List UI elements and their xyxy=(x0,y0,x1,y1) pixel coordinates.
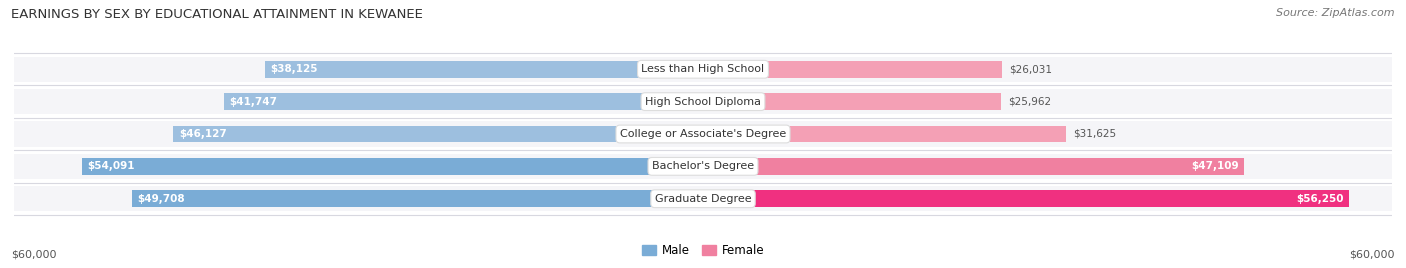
Text: $56,250: $56,250 xyxy=(1296,194,1343,204)
Bar xyxy=(173,126,703,142)
Text: $60,000: $60,000 xyxy=(11,250,56,260)
Text: $26,031: $26,031 xyxy=(1008,64,1052,74)
Bar xyxy=(14,186,1392,211)
Text: $49,708: $49,708 xyxy=(138,194,186,204)
Text: $46,127: $46,127 xyxy=(179,129,226,139)
Bar xyxy=(703,61,1002,78)
Text: $41,747: $41,747 xyxy=(229,97,277,107)
Legend: Male, Female: Male, Female xyxy=(637,239,769,262)
Text: $25,962: $25,962 xyxy=(1008,97,1052,107)
Bar xyxy=(703,158,1244,175)
Text: $54,091: $54,091 xyxy=(87,161,135,171)
Bar xyxy=(224,93,703,110)
Text: Less than High School: Less than High School xyxy=(641,64,765,74)
Text: College or Associate's Degree: College or Associate's Degree xyxy=(620,129,786,139)
Bar xyxy=(703,126,1066,142)
Text: $31,625: $31,625 xyxy=(1073,129,1116,139)
Bar xyxy=(703,93,1001,110)
Text: Bachelor's Degree: Bachelor's Degree xyxy=(652,161,754,171)
Bar xyxy=(82,158,703,175)
Text: Graduate Degree: Graduate Degree xyxy=(655,194,751,204)
Bar xyxy=(703,190,1348,207)
Text: $38,125: $38,125 xyxy=(271,64,318,74)
Text: Source: ZipAtlas.com: Source: ZipAtlas.com xyxy=(1277,8,1395,18)
Text: $60,000: $60,000 xyxy=(1350,250,1395,260)
Text: $47,109: $47,109 xyxy=(1191,161,1239,171)
Bar xyxy=(14,121,1392,147)
Bar xyxy=(14,154,1392,179)
Bar xyxy=(266,61,703,78)
Bar xyxy=(14,57,1392,82)
Bar xyxy=(132,190,703,207)
Bar xyxy=(14,89,1392,114)
Text: High School Diploma: High School Diploma xyxy=(645,97,761,107)
Text: EARNINGS BY SEX BY EDUCATIONAL ATTAINMENT IN KEWANEE: EARNINGS BY SEX BY EDUCATIONAL ATTAINMEN… xyxy=(11,8,423,21)
